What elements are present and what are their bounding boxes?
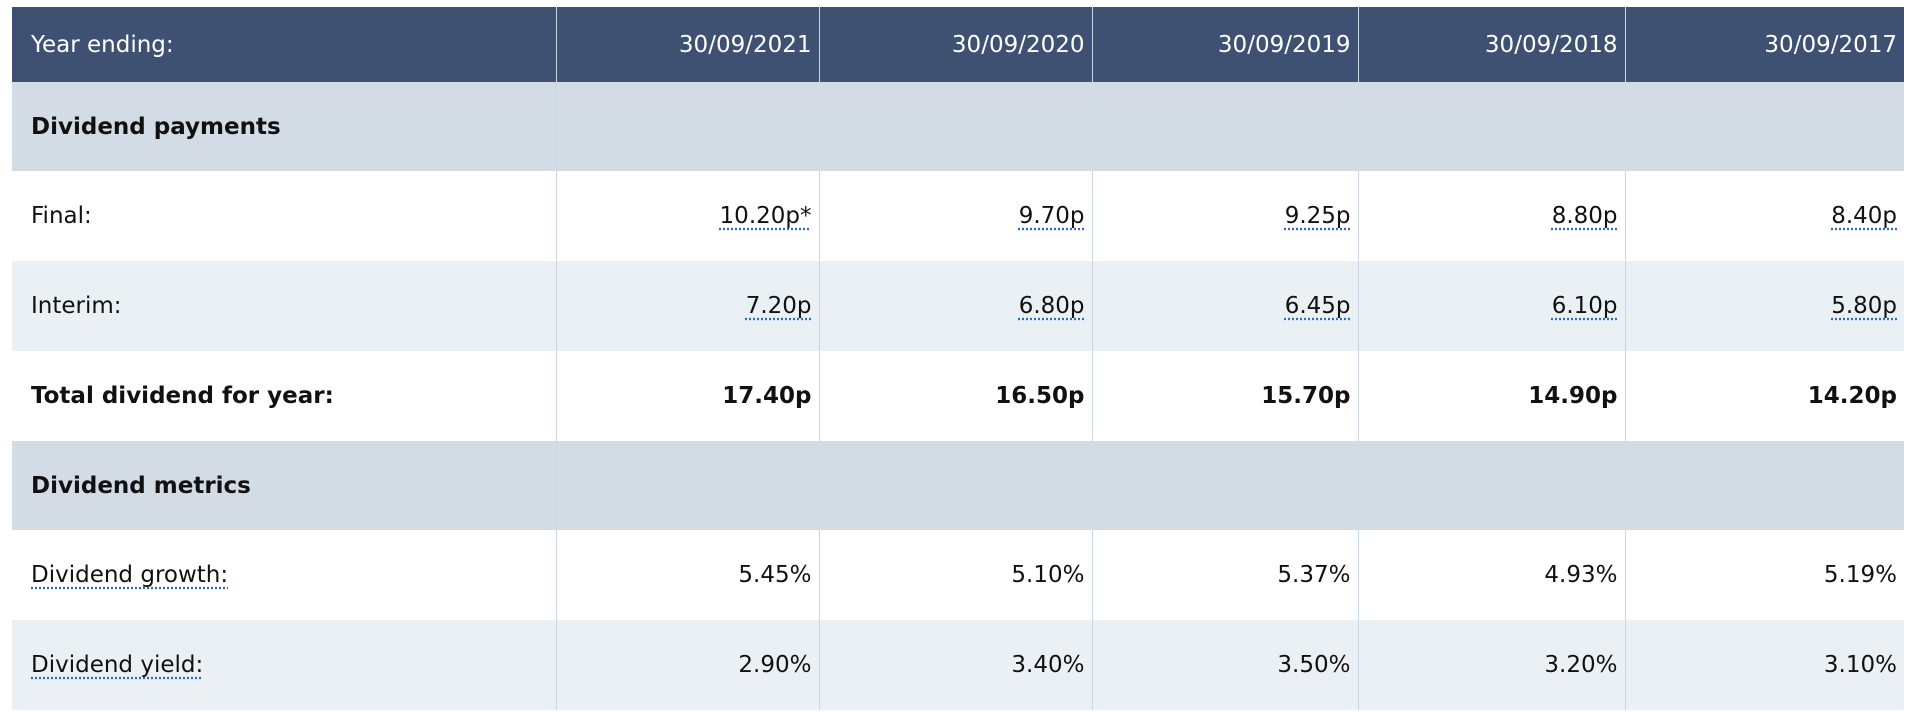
value: 3.10% — [1823, 652, 1897, 678]
value: 6.45p — [1284, 293, 1351, 319]
value: 5.10% — [1011, 562, 1085, 588]
value-cell: 5.37% — [1091, 530, 1358, 620]
row-label-cell: Total dividend for year: — [12, 351, 556, 441]
data-row: Total dividend for year: 17.40p 16.50p 15.7… — [12, 351, 1904, 441]
value: 14.90p — [1528, 383, 1618, 409]
row-label-cell: Dividend yield: — [12, 620, 556, 710]
data-row: Final: 10.20p* 9.70p 9.25p 8.80p 8.40p — [12, 171, 1904, 261]
data-row: Interim: 7.20p 6.80p 6.45p 6.10p 5.80p — [12, 261, 1904, 351]
value-cell: 9.70p — [818, 171, 1092, 261]
value-cell: 7.20p — [555, 261, 819, 351]
row-label: Final: — [31, 203, 92, 229]
value-cell: 10.20p* — [555, 171, 819, 261]
table-header: Year ending: 30/09/2021 30/09/2020 30/09/20… — [12, 7, 1904, 82]
value-cell: 8.80p — [1357, 171, 1625, 261]
row-label: Dividend growth: — [31, 562, 229, 588]
section-filler — [555, 82, 1904, 171]
value-cell: 9.25p — [1091, 171, 1358, 261]
value-cell: 14.20p — [1624, 351, 1904, 441]
value-cell: 17.40p — [555, 351, 819, 441]
value-cell: 6.80p — [818, 261, 1092, 351]
value-cell: 8.40p — [1624, 171, 1904, 261]
section-row: Dividend metrics — [12, 441, 1904, 530]
value-cell: 5.10% — [818, 530, 1092, 620]
value-cell: 15.70p — [1091, 351, 1358, 441]
row-label-cell: Dividend growth: — [12, 530, 556, 620]
data-row: Dividend yield: 2.90% 3.40% 3.50% 3.20% 3.10% — [12, 620, 1904, 710]
value: 17.40p — [722, 383, 812, 409]
row-label: Total dividend for year: — [31, 383, 334, 409]
row-label-cell: Interim: — [12, 261, 556, 351]
value: 6.10p — [1551, 293, 1618, 319]
value-cell: 5.80p — [1624, 261, 1904, 351]
row-label-cell: Final: — [12, 171, 556, 261]
value: 5.80p — [1831, 293, 1897, 319]
value: 2.90% — [738, 652, 812, 678]
section-title: Dividend metrics — [12, 441, 556, 530]
value-cell: 14.90p — [1357, 351, 1625, 441]
table-body: Dividend payments Final: 10.20p* 9.70p 9.25p… — [12, 82, 1904, 710]
value: 4.93% — [1544, 562, 1618, 588]
header-cell: 30/09/2018 — [1357, 7, 1625, 82]
value-cell: 3.20% — [1357, 620, 1625, 710]
value: 9.70p — [1018, 203, 1085, 229]
data-row: Dividend growth: 5.45% 5.10% 5.37% 4.93% 5.19… — [12, 530, 1904, 620]
header-cell: 30/09/2021 — [555, 7, 819, 82]
row-label: Dividend yield: — [31, 652, 204, 678]
value: 3.20% — [1544, 652, 1618, 678]
section-row: Dividend payments — [12, 82, 1904, 171]
value: 3.40% — [1011, 652, 1085, 678]
section-title: Dividend payments — [12, 82, 556, 171]
value-cell: 3.40% — [818, 620, 1092, 710]
value: 8.40p — [1831, 203, 1897, 229]
value: 15.70p — [1261, 383, 1351, 409]
value-cell: 5.45% — [555, 530, 819, 620]
dividend-table: Year ending: 30/09/2021 30/09/2020 30/09/20… — [12, 7, 1904, 710]
value: 7.20p — [745, 293, 812, 319]
header-cell: 30/09/2019 — [1091, 7, 1358, 82]
value: 5.19% — [1823, 562, 1897, 588]
value: 14.20p — [1807, 383, 1897, 409]
value-cell: 6.10p — [1357, 261, 1625, 351]
value: 6.80p — [1018, 293, 1085, 319]
value: 9.25p — [1284, 203, 1351, 229]
value-cell: 5.19% — [1624, 530, 1904, 620]
value: 5.45% — [738, 562, 812, 588]
value: 16.50p — [995, 383, 1085, 409]
header-cell: 30/09/2017 — [1624, 7, 1904, 82]
header-cell: 30/09/2020 — [818, 7, 1092, 82]
row-label: Interim: — [31, 293, 122, 319]
value-cell: 3.10% — [1624, 620, 1904, 710]
value: 8.80p — [1551, 203, 1618, 229]
value: 3.50% — [1277, 652, 1351, 678]
value: 5.37% — [1277, 562, 1351, 588]
value-cell: 2.90% — [555, 620, 819, 710]
header-row: Year ending: 30/09/2021 30/09/2020 30/09/20… — [12, 7, 1904, 82]
value-cell: 6.45p — [1091, 261, 1358, 351]
section-filler — [555, 441, 1904, 530]
value-cell: 4.93% — [1357, 530, 1625, 620]
value-cell: 16.50p — [818, 351, 1092, 441]
header-cell: Year ending: — [12, 7, 556, 82]
value-cell: 3.50% — [1091, 620, 1358, 710]
value: 10.20p* — [719, 203, 812, 229]
